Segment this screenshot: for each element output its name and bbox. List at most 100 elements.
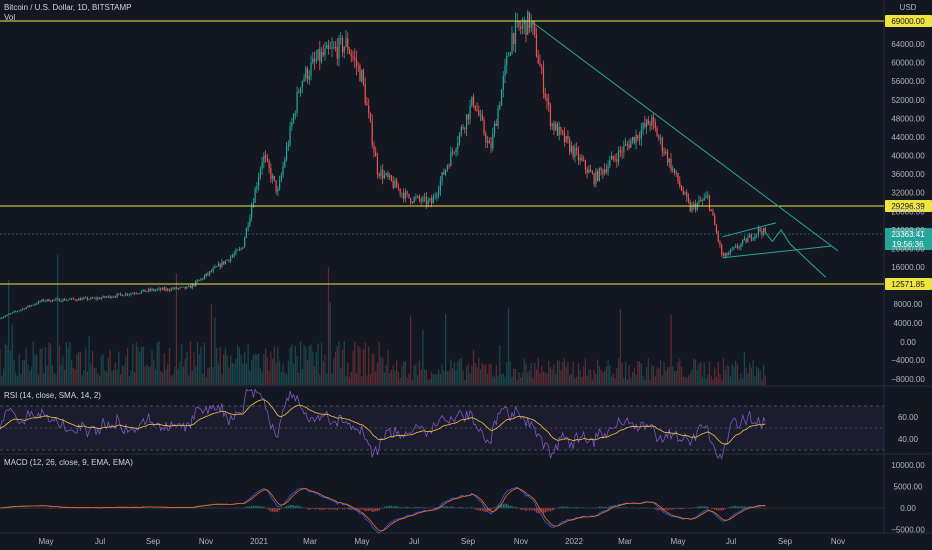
volume-bar [20, 373, 22, 385]
candle-body [715, 224, 718, 233]
candle-body [658, 136, 660, 139]
volume-bar [535, 369, 538, 385]
candle-body [210, 271, 213, 272]
candle-body [492, 133, 494, 149]
candle-body [333, 46, 335, 48]
volume-bar [380, 357, 382, 385]
volume-bar [747, 373, 749, 385]
candle-body [401, 193, 403, 194]
candle-body [624, 143, 627, 146]
macd-histogram-bar [666, 508, 669, 511]
rsi-legend: RSI (14, close, SMA, 14, 2) [4, 391, 101, 400]
candle-body [249, 217, 251, 226]
volume-bar [331, 373, 333, 385]
volume-bar [2, 368, 5, 385]
candle-body [181, 286, 183, 288]
candle-body [481, 114, 483, 121]
candle-body [651, 117, 653, 126]
volume-bar [574, 377, 576, 385]
macd-histogram-bar [502, 503, 504, 509]
volume-tick: −4000.00 [891, 356, 925, 365]
macd-histogram-bar [490, 508, 492, 511]
candle-body [581, 157, 583, 161]
candle-body [168, 290, 171, 292]
volume-bar [560, 369, 562, 385]
volume-bar [319, 374, 321, 385]
volume-bar [492, 375, 494, 385]
volume-bar [326, 373, 328, 385]
macd-histogram-bar [565, 506, 567, 509]
volume-bar [546, 373, 548, 385]
volume-bar [235, 358, 237, 385]
candle-body [46, 299, 48, 301]
candle-body [43, 299, 45, 302]
candle-body [640, 129, 642, 139]
candle-body [525, 20, 527, 35]
volume-bar [679, 359, 681, 385]
volume-bar [534, 363, 536, 385]
candle-body [460, 126, 462, 134]
macd-histogram-bar [394, 506, 396, 509]
candle-body [567, 136, 569, 140]
volume-bar [469, 373, 471, 385]
candle-body [623, 145, 625, 153]
volume-bar [265, 348, 267, 385]
macd-histogram-bar [598, 506, 600, 509]
candle-body [306, 68, 309, 80]
candle-body [490, 143, 492, 149]
macd-histogram-bar [610, 506, 613, 509]
volume-bar [410, 315, 412, 385]
candle-body [513, 33, 515, 45]
price-tick: 36000.00 [891, 170, 925, 179]
macd-histogram-bar [736, 506, 739, 509]
macd-histogram-bar [712, 508, 714, 510]
volume-bar [55, 374, 57, 385]
macd-histogram-bar [362, 508, 365, 510]
macd-histogram-bar [668, 508, 670, 510]
volume-bar [443, 370, 445, 385]
candle-body [39, 301, 41, 303]
candle-body [555, 123, 557, 131]
volume-bar [139, 352, 141, 385]
volume-bar [177, 368, 179, 385]
volume-bar [694, 359, 697, 385]
volume-bar [146, 364, 148, 385]
macd-histogram-bar [320, 508, 323, 510]
volume-bar [102, 354, 104, 385]
volume-bar [184, 359, 186, 385]
volume-bar [25, 348, 27, 385]
volume-bar [195, 366, 197, 385]
macd-histogram-bar [338, 508, 340, 509]
candle-body [228, 259, 230, 261]
volume-bar [759, 370, 761, 385]
volume-bar [647, 358, 649, 385]
candle-body [576, 147, 578, 151]
candle-body [735, 245, 737, 248]
candle-body [483, 120, 485, 134]
candle-body [415, 197, 417, 198]
candle-body [417, 196, 419, 198]
volume-bar [722, 358, 725, 385]
volume-bar [548, 360, 550, 385]
volume-bar [104, 370, 106, 385]
macd-histogram-bar [375, 508, 377, 512]
candle-body [675, 172, 677, 174]
volume-bar [390, 369, 393, 385]
candle-body [312, 58, 314, 64]
candle-body [109, 295, 111, 298]
candle-body [642, 123, 644, 130]
candle-body [383, 174, 386, 179]
macd-tick: 0.00 [900, 504, 916, 513]
candle-body [287, 144, 289, 148]
macd-histogram-bar [383, 506, 386, 509]
volume-bar [62, 355, 64, 385]
volume-bar [118, 351, 120, 385]
rsi-tick: 40.00 [898, 435, 919, 444]
macd-histogram-bar [60, 508, 62, 509]
volume-bar [151, 350, 153, 385]
candle-body [609, 160, 611, 167]
volume-bar [628, 365, 630, 385]
candle-body [607, 166, 609, 172]
volume-bar [291, 344, 293, 385]
